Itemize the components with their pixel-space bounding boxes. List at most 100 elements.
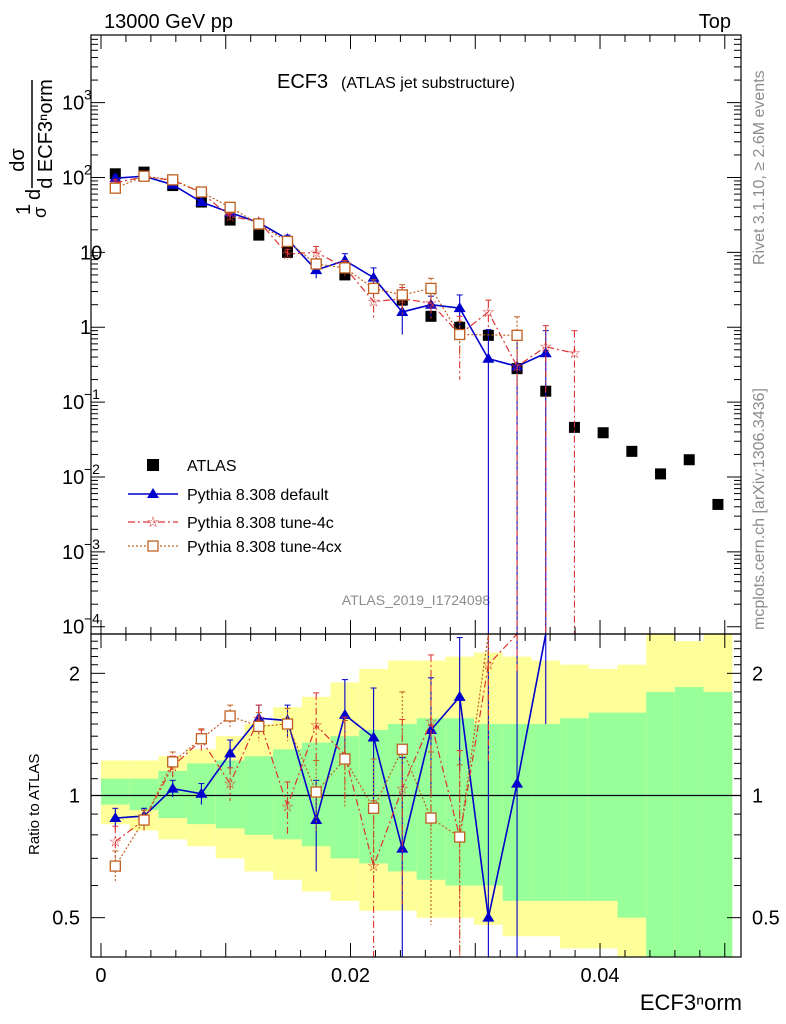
ratio-point-tune4c: ☆: [367, 858, 380, 875]
analysis-watermark: ATLAS_2019_I1724098: [342, 592, 491, 608]
ratio-point-tune4cx: [138, 814, 150, 826]
ratio-point-tune4cx: [281, 718, 294, 730]
main-series-layer: ☆☆☆☆☆☆☆☆☆☆☆☆☆☆☆☆☆: [109, 166, 724, 634]
ratio-point-tune4c: ☆: [109, 834, 122, 851]
main-ytick-exponent: −2: [84, 461, 100, 477]
main-subtitle: (ATLAS jet substructure): [341, 75, 515, 92]
ratio-point-default: [396, 842, 409, 853]
legend-marker-tune4cx: [147, 540, 159, 552]
svg-text:d: d: [23, 189, 45, 200]
main-ytick-label: 10: [62, 542, 84, 564]
ratio-ylabel: Ratio to ATLAS: [26, 754, 43, 855]
ratio-point-default: [453, 690, 466, 701]
main-ytick-exponent: −3: [84, 536, 100, 552]
main-point-tune4cx: [396, 289, 408, 301]
mcplots-reference-label: mcplots.cern.ch [arXiv:1306.3436]: [751, 388, 768, 630]
xtick-label: 0: [95, 965, 106, 987]
main-ytick-label: 10: [80, 242, 102, 264]
band-inner-bin: [560, 718, 589, 901]
legend-label-atlas: ATLAS: [187, 458, 237, 475]
ratio-point-tune4cx: [339, 753, 351, 765]
main-ytick-label: 10: [62, 167, 84, 189]
main-point-tune4cx: [310, 258, 322, 270]
ratio-point-default: [338, 708, 351, 719]
band-inner-bin: [617, 712, 647, 918]
main-ytick-label: 10: [62, 93, 84, 115]
ratio-point-tune4cx: [425, 812, 437, 824]
ratio-point-tune4cx: [454, 831, 466, 843]
ratio-point-default: [195, 787, 208, 798]
header-right-label: Top: [699, 11, 731, 33]
main-point-tune4cx: [195, 186, 208, 198]
main-line-default: [115, 175, 547, 368]
legend-label-default: Pythia 8.308 default: [187, 487, 329, 504]
data-point-atlas: [253, 229, 265, 241]
ratio-point-tune4c: ☆: [223, 776, 236, 793]
header-left-label: 13000 GeV pp: [104, 11, 233, 33]
main-point-tune4cx: [367, 282, 380, 295]
legend-marker-tune4c: ☆: [146, 514, 159, 531]
main-point-tune4cx: [138, 170, 150, 182]
data-point-atlas: [712, 498, 724, 510]
ratio-point-tune4c: ☆: [424, 714, 437, 731]
legend-label-tune4cx: Pythia 8.308 tune-4cx: [187, 539, 342, 556]
main-point-tune4c: ☆: [568, 345, 581, 362]
data-point-atlas: [626, 445, 638, 457]
legend: ATLAS Pythia 8.308 default ☆ Pythia 8.30…: [128, 458, 342, 556]
main-point-tune4c: ☆: [510, 358, 523, 375]
ratio-ytick-label-right: 1: [752, 786, 763, 808]
band-inner-bin: [674, 687, 704, 957]
xtick-label: 0.04: [581, 965, 620, 987]
ratio-point-default: [109, 812, 122, 823]
ratio-point-default: [224, 747, 237, 758]
ylabel-pre-num: 1: [13, 204, 35, 215]
ratio-ytick-label: 0.5: [52, 908, 80, 930]
main-point-default: [396, 305, 409, 316]
main-title: ECF3: [277, 71, 328, 93]
ratio-point-tune4cx: [195, 733, 208, 745]
main-ytick-exponent: 2: [84, 161, 92, 177]
legend-marker-atlas: [147, 459, 159, 471]
main-point-tune4cx: [511, 329, 523, 341]
ratio-ytick-label: 2: [69, 663, 80, 685]
ratio-point-tune4cx: [396, 743, 408, 755]
ratio-point-tune4cx: [224, 710, 236, 722]
main-point-tune4c: ☆: [309, 244, 322, 261]
main-ytick-label: 10: [62, 392, 84, 414]
ylabel-denominator: d ECF3ⁿorm: [35, 79, 57, 189]
data-point-atlas: [597, 427, 609, 439]
xtick-label: 0.02: [331, 965, 370, 987]
ratio-point-tune4cx: [253, 720, 265, 733]
main-point-tune4c: ☆: [281, 246, 294, 263]
legend-label-tune4c: Pythia 8.308 tune-4c: [187, 515, 334, 532]
main-point-tune4cx: [281, 235, 294, 248]
main-point-tune4c: ☆: [539, 339, 552, 356]
ratio-point-tune4c: ☆: [281, 798, 294, 815]
main-point-tune4cx: [109, 182, 121, 194]
ratio-ytick-label-right: 0.5: [752, 908, 780, 930]
main-point-default: [453, 302, 466, 313]
ratio-point-tune4cx: [367, 802, 380, 814]
main-ytick-exponent: −1: [84, 386, 100, 402]
ratio-point-default: [482, 911, 495, 922]
band-inner-bin: [100, 778, 130, 805]
main-point-tune4cx: [454, 328, 466, 341]
main-ytick-label: 10: [62, 467, 84, 489]
ratio-point-tune4cx: [167, 756, 179, 768]
ratio-point-default: [166, 782, 179, 793]
ratio-line-default: [115, 633, 547, 918]
main-ytick-exponent: 3: [84, 87, 92, 103]
main-ylabel: 1 σ d dσ d ECF3ⁿorm: [7, 79, 57, 218]
band-inner-bin: [531, 724, 561, 901]
band-inner-bin: [273, 749, 302, 840]
main-point-default: [367, 271, 380, 282]
ylabel-pre-den: σ: [30, 207, 50, 218]
main-point-tune4c: ☆: [367, 294, 380, 311]
main-point-tune4cx: [167, 174, 179, 186]
band-inner-bin: [129, 778, 159, 811]
ylabel-numerator: dσ: [7, 148, 29, 172]
ratio-series-layer: ☆☆☆☆☆☆☆☆☆☆☆☆☆☆: [109, 633, 549, 957]
ratio-point-tune4cx: [109, 860, 121, 872]
